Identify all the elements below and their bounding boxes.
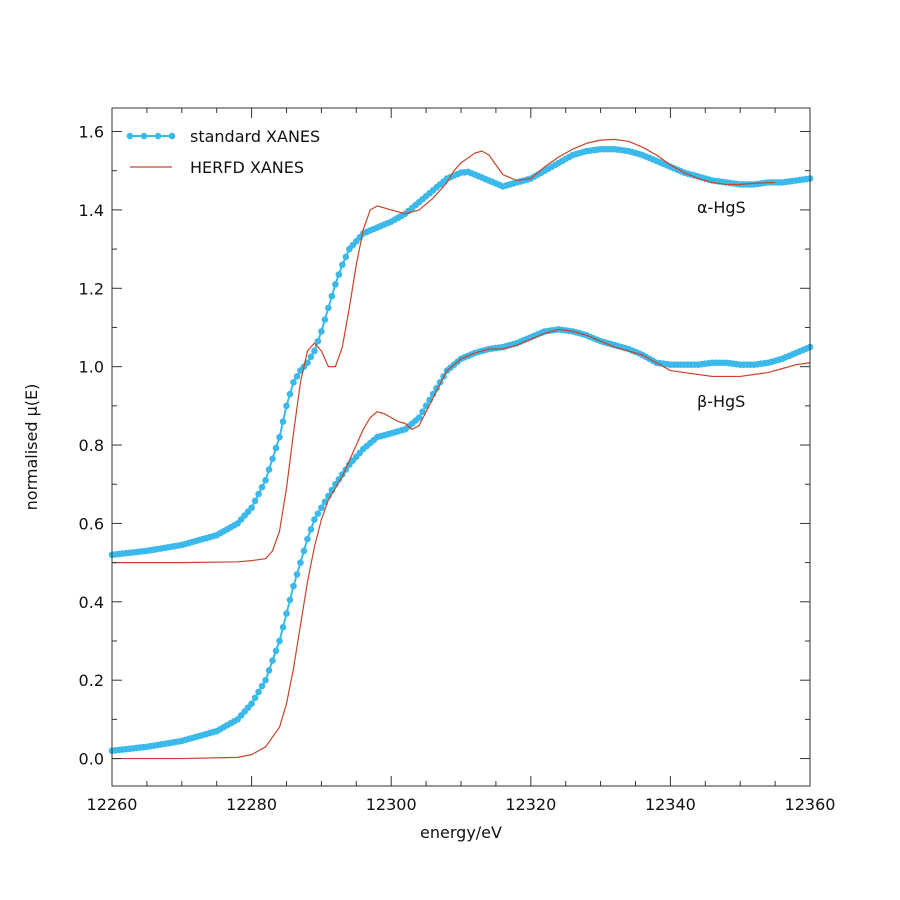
standard-xanes-point [283, 610, 290, 617]
standard-xanes-point [419, 408, 426, 416]
x-tick-label: 12260 [87, 795, 138, 814]
legend-standard-dot [140, 132, 148, 140]
standard-xanes-point [290, 379, 297, 386]
standard-xanes-point [325, 304, 332, 312]
standard-xanes-point [265, 466, 273, 473]
standard-xanes-point [297, 559, 304, 566]
standard-xanes-point [262, 676, 269, 684]
standard-xanes-point [286, 596, 294, 604]
standard-xanes-point [258, 483, 266, 491]
x-tick-label: 12320 [505, 795, 556, 814]
legend-standard-dot [154, 132, 162, 140]
x-axis-label: energy/eV [420, 823, 502, 842]
y-tick-label: 0.2 [79, 671, 104, 690]
standard-xanes-point [262, 477, 269, 484]
standard-xanes-point [293, 373, 301, 380]
annotation-alpha-hgs: α-HgS [697, 198, 746, 217]
standard-xanes-point [283, 402, 290, 410]
standard-xanes-point [255, 688, 262, 696]
standard-xanes-point [290, 582, 297, 590]
standard-xanes-point [272, 647, 280, 655]
y-tick-label: 0.6 [79, 514, 104, 533]
standard-xanes-point [311, 347, 318, 355]
standard-xanes-point [293, 571, 301, 578]
standard-xanes-point [335, 271, 343, 278]
series-layer [108, 138, 814, 760]
standard-xanes-point [279, 623, 287, 631]
standard-xanes-point [248, 504, 255, 512]
legend-standard-dot [126, 132, 134, 140]
standard-xanes-point [304, 535, 311, 543]
standard-xanes-point [311, 516, 318, 523]
standard-xanes-point [318, 504, 325, 512]
standard-xanes-point [276, 637, 283, 645]
standard-xanes-point [255, 490, 262, 498]
standard-xanes-point [332, 281, 339, 288]
annotation-beta-hgs: β-HgS [697, 392, 745, 411]
standard-xanes-point [276, 433, 283, 441]
y-tick-label: 1.4 [79, 201, 104, 220]
x-tick-label: 12360 [785, 795, 836, 814]
standard-xanes-point [300, 547, 308, 555]
standard-xanes-point [269, 657, 276, 664]
y-tick-label: 0.0 [79, 750, 104, 769]
standard-xanes-point [339, 261, 346, 269]
standard-xanes-point [279, 418, 287, 425]
standard-xanes-point [318, 328, 325, 335]
standard-xanes-point [433, 384, 440, 392]
legend-herfd-label: HERFD XANES [190, 158, 304, 177]
standard-xanes-point [307, 353, 315, 361]
y-tick-label: 1.2 [79, 279, 104, 298]
standard-xanes-point [314, 337, 322, 345]
standard-xanes-point [328, 292, 336, 300]
standard-xanes-point [314, 510, 322, 517]
standard-xanes-point [307, 526, 315, 533]
standard-xanes-point [286, 390, 294, 398]
standard-xanes-point [335, 476, 343, 483]
standard-xanes-point [272, 444, 280, 452]
standard-xanes-point [342, 253, 350, 261]
y-axis-label: normalised μ(E) [22, 384, 41, 511]
standard-xanes-point [269, 455, 276, 463]
standard-xanes-point [251, 694, 259, 702]
x-tick-label: 12300 [366, 795, 417, 814]
x-tick-label: 12340 [645, 795, 696, 814]
axis-ticks: 12260 12280 12300 12320 12340 12360 0.0 0.2 0.4 0… [79, 108, 836, 814]
legend: standard XANES HERFD XANES [126, 127, 320, 177]
standard-xanes-point [415, 414, 423, 421]
y-tick-label: 0.8 [79, 436, 104, 455]
legend-standard-label: standard XANES [190, 127, 320, 146]
y-tick-label: 0.4 [79, 593, 104, 612]
legend-standard-dot [168, 132, 176, 140]
y-tick-label: 1.0 [79, 358, 104, 377]
y-tick-label: 1.6 [79, 123, 104, 142]
herfd-xanes-series-line [112, 328, 811, 760]
standard-xanes-point [265, 667, 273, 674]
standard-xanes-point [248, 700, 255, 707]
standard-xanes-point [251, 497, 259, 505]
herfd-xanes-series-line [112, 138, 776, 564]
standard-xanes-point [258, 682, 266, 690]
standard-xanes-point [321, 316, 329, 323]
x-tick-label: 12280 [226, 795, 277, 814]
